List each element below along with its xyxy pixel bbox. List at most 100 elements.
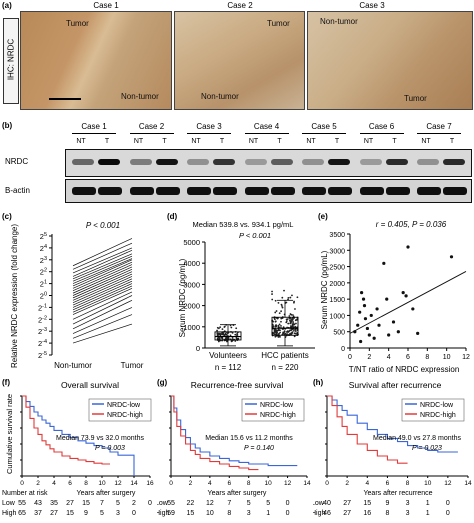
chart-d-group: Volunteers <box>209 351 247 360</box>
x-tick-label: 14 <box>464 480 472 487</box>
data-point <box>289 296 292 299</box>
data-point <box>361 297 366 301</box>
data-point <box>406 245 410 249</box>
data-point <box>283 289 285 292</box>
data-point <box>283 330 286 333</box>
blot-case-label: Case 1 <box>81 122 107 131</box>
blot-case-label: Case 4 <box>253 122 280 131</box>
at-risk-value: 9 <box>385 500 389 507</box>
data-point <box>281 296 284 299</box>
x-tick-label: 6 <box>386 480 390 487</box>
data-point <box>294 328 296 331</box>
bactin-band <box>244 187 269 195</box>
data-point <box>291 331 294 334</box>
bactin-band <box>155 187 180 195</box>
at-risk-value: 27 <box>343 500 351 507</box>
data-point <box>362 304 367 308</box>
chart-d-title: Median 539.8 vs. 934.1 pg/mL <box>193 220 294 229</box>
blot-lane-label: NT <box>306 138 316 145</box>
ihc-label: Non-tumor <box>320 17 358 26</box>
y-tick-label: 1500 <box>329 297 345 304</box>
data-point <box>229 334 232 337</box>
blot-case-underline <box>417 133 461 134</box>
at-risk-value: 9 <box>84 510 88 517</box>
panel-f-label: (f) <box>2 378 10 387</box>
data-point <box>278 323 281 326</box>
paired-line <box>72 295 133 325</box>
x-tick-label: 4 <box>387 354 391 361</box>
blot-case-underline <box>244 133 289 134</box>
x-tick-label: 6 <box>406 354 410 361</box>
bactin-band <box>443 187 467 195</box>
data-point <box>285 320 288 322</box>
legend-label: NRDC-low <box>420 402 454 409</box>
blot-bactin <box>65 179 472 203</box>
blot-lane-label: NT <box>76 138 86 145</box>
panel-g-label: (g) <box>157 378 168 387</box>
y-tick-label: 3500 <box>329 232 345 239</box>
data-point <box>278 312 281 315</box>
data-point <box>281 333 284 335</box>
paired-line <box>72 285 133 313</box>
chart-f-title: Overall survival <box>61 380 119 390</box>
ihc-case-title: Case 2 <box>227 1 253 10</box>
at-risk-value: 5 <box>247 500 251 507</box>
data-point <box>279 335 281 338</box>
data-point <box>295 319 297 322</box>
panel-a-label: (a) <box>2 1 12 10</box>
km-curve-nrdc-high <box>171 395 259 471</box>
chart-d: Median 539.8 vs. 934.1 pg/mL P < 0.001 S… <box>178 220 315 372</box>
y-tick-label: 23 <box>40 256 47 265</box>
data-point <box>277 324 280 327</box>
at-risk-value: 55 <box>18 500 26 507</box>
x-tick-label: 8 <box>425 354 429 361</box>
blot-lane-label: T <box>449 138 455 145</box>
at-risk-value: 3 <box>247 510 251 517</box>
at-risk-value: 10 <box>206 510 214 517</box>
y-tick-label: 2000 <box>329 281 345 288</box>
x-axis-label: Years after recurrence <box>364 490 433 497</box>
bactin-band <box>98 187 122 195</box>
data-point <box>382 261 386 265</box>
x-tick-label: 0 <box>348 354 352 361</box>
data-point <box>275 325 278 328</box>
data-point <box>280 303 283 306</box>
blot-lane-label: NT <box>191 138 201 145</box>
at-risk-value: 43 <box>34 500 42 507</box>
median-annotation: Median 49.0 vs 27.8 months <box>373 435 461 442</box>
at-risk-value: 5 <box>266 500 270 507</box>
nrdc-band <box>187 159 209 165</box>
x-tick-label: 2 <box>345 480 349 487</box>
data-point <box>365 326 369 331</box>
bactin-band <box>72 187 96 195</box>
panel-b-label: (b) <box>2 121 13 130</box>
y-tick-label: 2-2 <box>38 315 47 324</box>
data-point <box>285 301 288 304</box>
paired-line <box>72 269 133 296</box>
nrdc-band <box>72 159 94 165</box>
legend-label: NRDC-high <box>107 412 143 419</box>
data-point <box>217 340 220 343</box>
data-point <box>221 328 224 331</box>
at-risk-value: 3 <box>406 500 410 507</box>
blot-nrdc <box>65 149 472 177</box>
at-risk-value: 55 <box>167 500 175 507</box>
data-point <box>216 329 218 332</box>
box <box>271 316 299 336</box>
ihc-label: Non-tumor <box>121 92 159 101</box>
y-tick-label: 500 <box>333 330 345 337</box>
data-point <box>282 331 285 334</box>
nrdc-band <box>98 159 120 165</box>
data-point <box>292 323 295 326</box>
at-risk-value: 15 <box>363 500 371 507</box>
p-value-annotation: P = 0.003 <box>95 445 125 452</box>
x-tick-label: 8 <box>84 480 88 487</box>
at-risk-value: 2 <box>132 500 136 507</box>
nrdc-band <box>328 159 350 165</box>
paired-line <box>72 307 133 334</box>
data-point <box>235 327 238 330</box>
y-tick-label: 0 <box>341 346 345 353</box>
data-point <box>290 329 292 332</box>
data-point <box>276 332 278 334</box>
blot-case-label: Case 6 <box>368 122 395 131</box>
